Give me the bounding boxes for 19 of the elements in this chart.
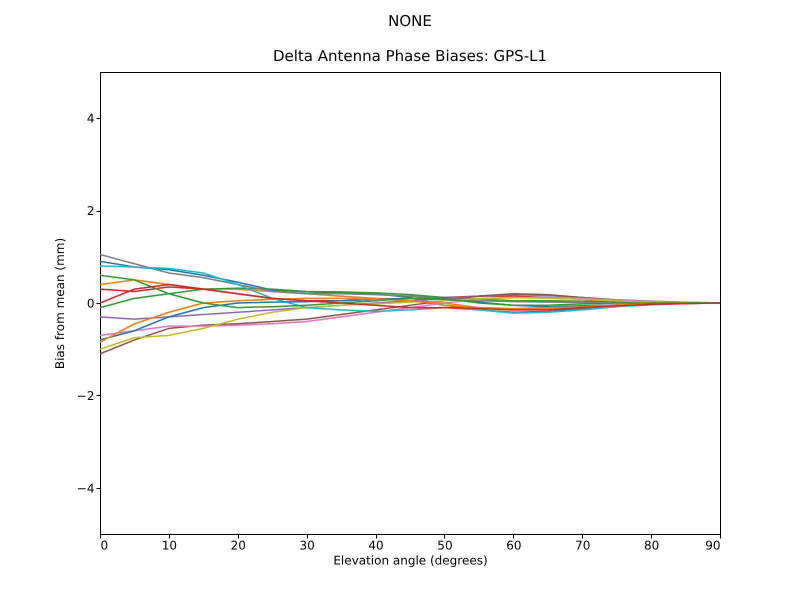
- x-tick-label: 90: [705, 538, 720, 552]
- y-tick-label: 4: [86, 112, 94, 126]
- chart-subtitle: Delta Antenna Phase Biases: GPS-L1: [272, 47, 548, 65]
- y-tick-label: 2: [86, 204, 94, 218]
- x-tick-label: 50: [437, 538, 453, 552]
- x-tick-label: 40: [368, 538, 384, 552]
- x-tick-label: 80: [644, 538, 660, 552]
- x-tick-label: 30: [300, 538, 315, 552]
- y-tick-label: −4: [76, 481, 94, 496]
- x-tick-label: 20: [230, 538, 246, 552]
- y-tick-label: −2: [76, 388, 94, 403]
- x-axis-title: Elevation angle (degrees): [333, 554, 488, 568]
- chart-title: NONE: [388, 12, 432, 30]
- x-tick-label: 60: [506, 538, 522, 552]
- y-axis-title: Bias from mean (mm): [52, 238, 67, 370]
- x-tick-label: 10: [162, 538, 178, 552]
- x-tick-label: 0: [100, 538, 108, 552]
- y-tick-label: 0: [86, 296, 94, 310]
- x-tick-label: 70: [575, 538, 590, 552]
